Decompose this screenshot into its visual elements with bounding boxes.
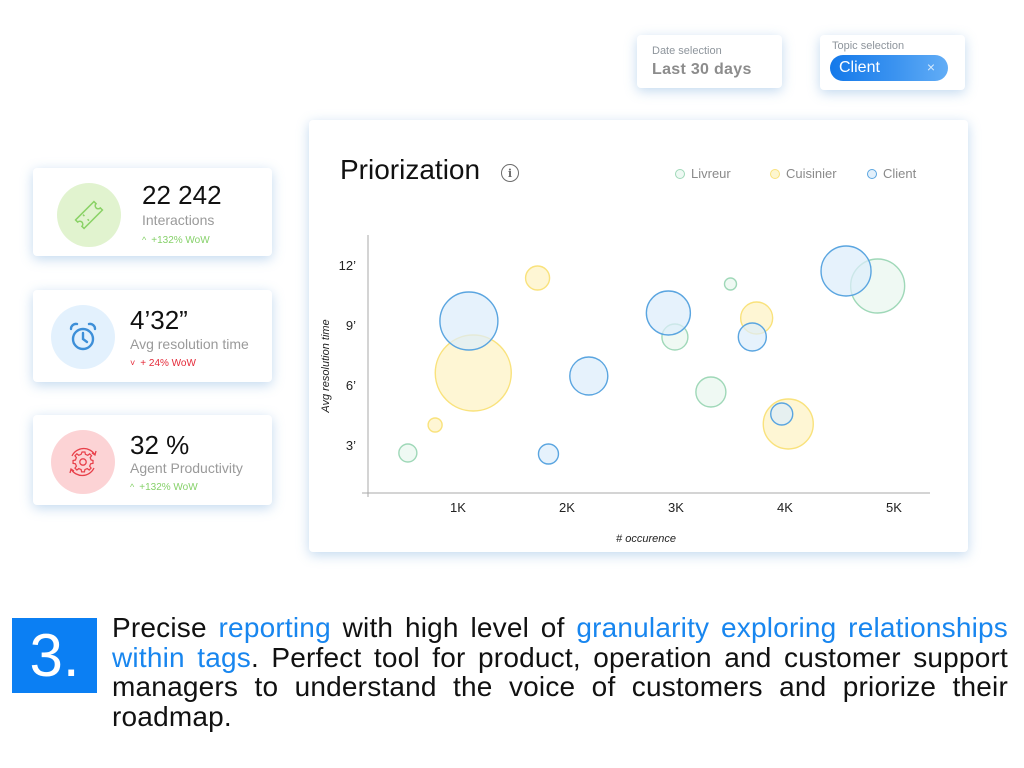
bubble-client[interactable]: [770, 402, 794, 426]
x-tick-labels: 1K 2K 3K 4K 5K: [450, 500, 902, 515]
chevron-up-icon: ^: [130, 482, 135, 492]
kpi-card-agent-productivity: 32 % Agent Productivity ^ +132% WoW: [33, 415, 272, 505]
kpi-delta-text: +132% WoW: [139, 482, 198, 493]
description-text: . Perfect tool for product, operation an…: [112, 641, 1008, 732]
step-number-badge: 3.: [12, 618, 97, 693]
chart-title: Priorization: [340, 154, 481, 185]
date-selection-filter[interactable]: Date selection Last 30 days: [637, 35, 782, 88]
legend-label: Client: [883, 166, 917, 181]
y-tick-label: 9’: [346, 318, 356, 333]
kpi-label: Avg resolution time: [130, 336, 249, 352]
alarm-clock-icon: [51, 305, 115, 369]
bubble-client[interactable]: [569, 356, 609, 396]
kpi-delta-text: +132% WoW: [151, 235, 210, 246]
bubble-cuisinier[interactable]: [524, 265, 551, 291]
bubble-client[interactable]: [439, 291, 499, 351]
y-axis-title: Avg resolution time: [320, 319, 332, 413]
topic-chip-client[interactable]: Client ×: [830, 55, 948, 81]
kpi-value: 32 %: [130, 430, 190, 460]
kpi-delta: ˅ + 24% WoW: [130, 357, 196, 370]
bubble-client[interactable]: [820, 245, 872, 297]
legend-label: Livreur: [691, 166, 731, 181]
kpi-delta: ^ +132% WoW: [130, 481, 198, 494]
kpi-value: 22 242: [142, 180, 222, 210]
y-tick-labels: 3’ 6’ 9’ 12’: [339, 258, 356, 453]
info-icon[interactable]: i: [501, 164, 519, 182]
legend-item-client[interactable]: Client: [867, 166, 916, 181]
feature-description: Precise reporting with high level of gra…: [112, 613, 1008, 731]
description-highlight: granularity exploring relationships with…: [112, 612, 1008, 673]
kpi-card-resolution-time: 4’32” Avg resolution time ˅ + 24% WoW: [33, 290, 272, 382]
chevron-down-icon: ˅: [130, 358, 136, 368]
chevron-up-icon: ^: [142, 235, 147, 245]
ticket-icon: [57, 183, 121, 247]
kpi-value: 4’32”: [130, 305, 188, 335]
x-tick-label: 4K: [777, 500, 793, 515]
description-text: Precise: [112, 612, 219, 643]
kpi-label: Agent Productivity: [130, 460, 243, 476]
bubbles-layer: [398, 245, 906, 465]
kpi-delta-text: + 24% WoW: [140, 358, 196, 369]
kpi-label: Interactions: [142, 212, 215, 228]
bubble-client[interactable]: [537, 443, 560, 465]
description-text: with high level of: [330, 612, 577, 643]
y-tick-label: 12’: [339, 258, 356, 273]
kpi-card-interactions: 22 242 Interactions ^ +132% WoW: [33, 168, 272, 256]
x-axis-title: # occurence: [616, 533, 676, 545]
legend-item-cuisinier[interactable]: Cuisinier: [770, 166, 837, 181]
priorization-chart-card: 1K 2K 3K 4K 5K 3’ 6’ 9’ 12’ Avg resolution time…: [309, 120, 968, 552]
bubble-client[interactable]: [737, 322, 767, 352]
legend-circle-icon: [675, 168, 685, 179]
bubble-livreur[interactable]: [723, 277, 738, 291]
bubble-cuisinier[interactable]: [427, 417, 443, 433]
topic-selection-filter[interactable]: Topic selection Client ×: [820, 35, 965, 90]
date-selection-value: Last 30 days: [652, 61, 752, 78]
close-icon[interactable]: ×: [926, 59, 935, 75]
y-tick-label: 6’: [346, 378, 356, 393]
bubble-chart: 1K 2K 3K 4K 5K 3’ 6’ 9’ 12’ Avg resolution time…: [320, 235, 930, 545]
kpi-delta: ^ +132% WoW: [142, 234, 210, 247]
bubble-livreur[interactable]: [398, 443, 418, 463]
bubble-client[interactable]: [645, 290, 692, 336]
topic-chip-label: Client: [839, 59, 880, 76]
x-tick-label: 5K: [886, 500, 902, 515]
description-highlight: reporting: [218, 612, 331, 643]
legend-label: Cuisinier: [786, 166, 837, 181]
y-tick-label: 3’: [346, 438, 356, 453]
legend-item-livreur[interactable]: Livreur: [675, 166, 731, 181]
x-tick-label: 3K: [668, 500, 684, 515]
gear-cycle-icon: [51, 430, 115, 494]
legend-circle-icon: [770, 168, 780, 179]
x-tick-label: 2K: [559, 500, 575, 515]
x-tick-label: 1K: [450, 500, 466, 515]
date-selection-label: Date selection: [652, 45, 722, 57]
topic-selection-label: Topic selection: [832, 40, 905, 52]
bubble-livreur[interactable]: [695, 376, 727, 408]
legend-circle-icon: [867, 168, 877, 179]
